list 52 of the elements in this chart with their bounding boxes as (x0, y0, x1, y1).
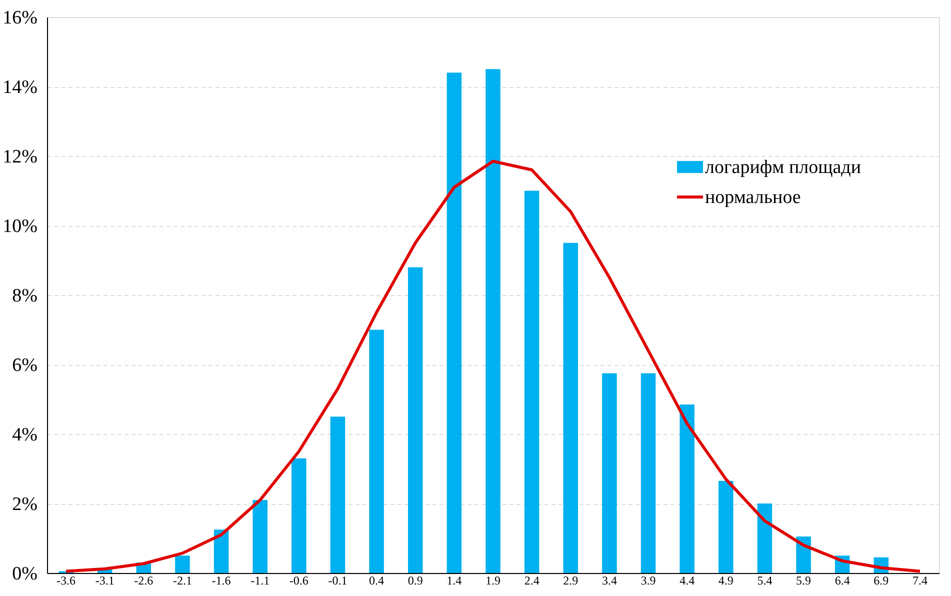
y-tick-label: 14% (2, 77, 38, 98)
bar (602, 373, 617, 573)
line-series (64, 160, 922, 573)
bar (640, 373, 656, 573)
bar (292, 458, 306, 573)
y-tick-label: 0% (12, 564, 38, 584)
x-tick-label: 5.4 (757, 574, 772, 588)
bar (175, 556, 190, 573)
x-tick-label: -3.6 (56, 574, 76, 588)
x-tick-label: 3.9 (640, 574, 656, 588)
y-tick-label: 8% (12, 286, 38, 306)
y-tick-label: 2% (12, 494, 38, 515)
bar (796, 536, 811, 573)
y-tick-label: 10% (2, 216, 38, 237)
bar (214, 530, 229, 573)
x-tick-label: -0.6 (289, 574, 308, 588)
bar (563, 242, 578, 573)
x-tick-label: -1.6 (212, 574, 231, 588)
bar (252, 500, 268, 573)
x-tick-label: 2.9 (563, 574, 578, 588)
bar (680, 404, 694, 573)
bar (486, 69, 500, 573)
y-tick-label: 16% (2, 8, 38, 28)
y-tick-label: 6% (12, 355, 38, 376)
x-tick-label: 7.4 (912, 574, 928, 588)
y-tick-label: 4% (12, 424, 38, 446)
x-tick-label: -2.1 (172, 574, 192, 588)
legend-label: нормальное (705, 187, 801, 208)
x-tick-label: 5.9 (796, 574, 812, 588)
x-tick-label: -0.1 (328, 574, 348, 588)
x-tick-label: 0.9 (408, 574, 423, 588)
x-tick-label: 4.4 (680, 574, 695, 588)
x-tick-label: 6.4 (834, 574, 850, 588)
bar (446, 72, 462, 573)
y-tick-label: 12% (2, 146, 38, 168)
x-tick-label: 1.9 (486, 574, 500, 588)
legend-label: логарифм площади (705, 157, 862, 178)
x-tick-label: 6.9 (874, 574, 889, 588)
x-tick-label: 4.9 (718, 574, 734, 588)
x-tick-label: -1.1 (250, 574, 270, 588)
x-tick-label: 1.4 (446, 574, 462, 588)
bar (718, 480, 734, 573)
x-tick-label: 0.4 (369, 574, 384, 588)
bar (330, 416, 346, 573)
bar (757, 504, 772, 573)
x-tick-label: 3.4 (602, 574, 617, 588)
bar (524, 190, 540, 573)
bar (408, 267, 423, 573)
bar (369, 330, 384, 573)
x-tick-label: -3.1 (95, 574, 114, 588)
x-tick-label: -2.6 (134, 574, 154, 588)
x-tick-label: 2.4 (524, 574, 540, 588)
